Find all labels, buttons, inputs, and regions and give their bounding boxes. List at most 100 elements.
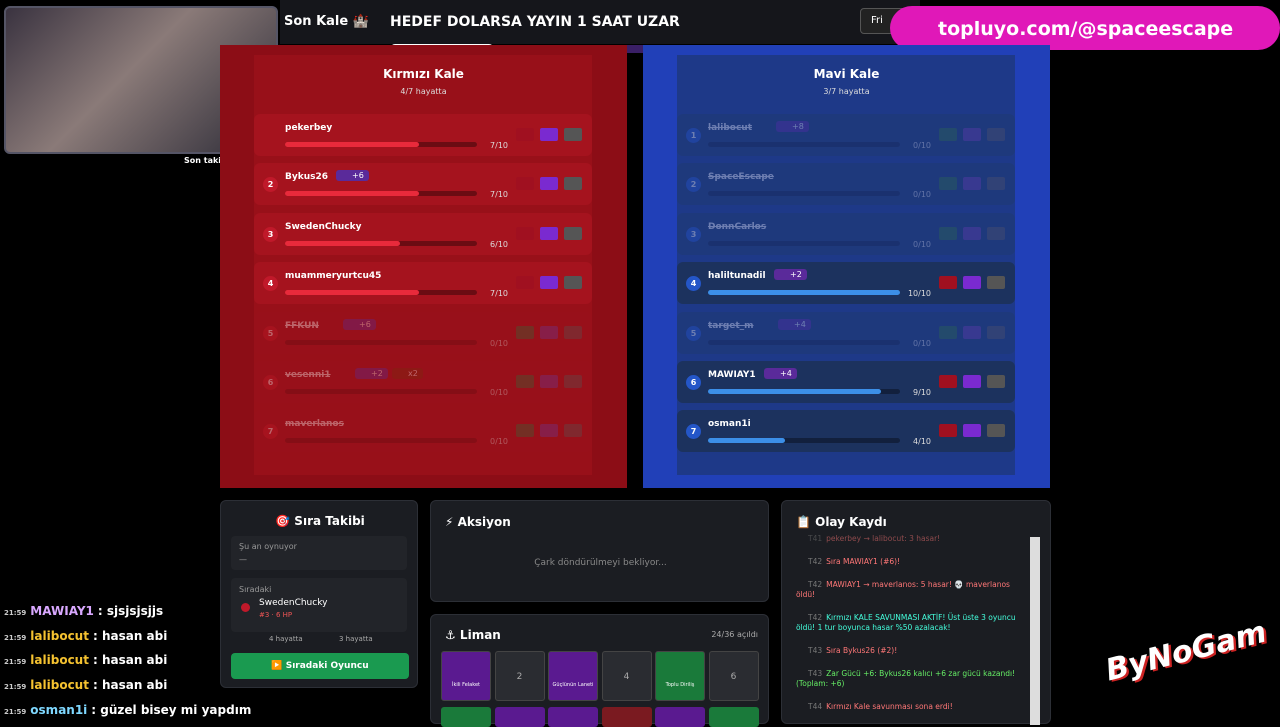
action-icon[interactable]: [963, 424, 981, 438]
action-icon[interactable]: [987, 226, 1005, 240]
panel-title: ⚓ Liman: [445, 628, 501, 642]
chat-line: 21:59 lalibocut: hasan abi: [4, 649, 167, 668]
next-button[interactable]: ▶️ Sıradaki Oyuncu: [231, 653, 409, 679]
chat-time: 21:59: [4, 707, 27, 716]
log-text: Kırmızı KALE SAVUNMASI AKTİF! Üst üste 3…: [796, 613, 1016, 632]
action-icon[interactable]: [939, 276, 957, 290]
hp-track: [708, 438, 900, 444]
action-icon[interactable]: [516, 128, 534, 141]
action-icon[interactable]: [963, 226, 981, 240]
player-name: FFKUN: [285, 320, 319, 331]
harbor-cell-row2[interactable]: [441, 707, 491, 727]
action-icon[interactable]: [540, 424, 558, 438]
chat-time: 21:59: [4, 658, 27, 667]
action-icon[interactable]: [987, 325, 1005, 339]
player-name: SwedenChucky: [285, 221, 362, 232]
hp-bar: [708, 389, 881, 394]
logo: ByNoGam: [1102, 614, 1271, 689]
harbor-cell-row2[interactable]: [601, 707, 652, 727]
hp-track: [285, 389, 477, 394]
action-icon[interactable]: [516, 325, 534, 339]
action-icon[interactable]: [564, 325, 582, 339]
player-row: 4 haliltunadil +2 10/10: [677, 262, 1015, 305]
action-icon[interactable]: [963, 177, 981, 191]
action-status: Çark döndürülmeyi bekliyor...: [534, 558, 667, 568]
action-icon[interactable]: [564, 128, 582, 141]
action-icon[interactable]: [516, 177, 534, 191]
harbor-cell[interactable]: Güçlünün Laneti: [548, 651, 598, 701]
log-entry: T43 Zar Gücü +6: Bykus26 kalıcı +6 zar gü…: [796, 669, 1024, 689]
promo[interactable]: topluyo.com/@spaceescape: [890, 6, 1280, 50]
harbor-cell-row2[interactable]: [494, 707, 545, 727]
log-turn: T42: [808, 557, 823, 566]
action-icon[interactable]: [540, 226, 558, 240]
log-text: Zar Gücü +6: Bykus26 kalıcı +6 zar gücü …: [796, 669, 1016, 688]
action-icon[interactable]: [939, 177, 957, 191]
hp-track: [285, 339, 477, 345]
action-icon[interactable]: [516, 424, 534, 438]
action-icon[interactable]: [987, 128, 1005, 141]
badge: +2: [355, 368, 388, 379]
chat-text: : hasan abi: [92, 653, 168, 668]
action-icon[interactable]: [564, 226, 582, 240]
chat-text: : hasan abi: [92, 628, 168, 643]
log-text: pekerbey → lalibocut: 3 hasar!: [826, 534, 941, 543]
action-icon[interactable]: [987, 424, 1005, 438]
action-icon[interactable]: [540, 375, 558, 388]
action-icon[interactable]: [540, 325, 558, 339]
action-icon[interactable]: [939, 226, 957, 240]
action-icon[interactable]: [963, 276, 981, 290]
harbor-cell-row2[interactable]: [708, 707, 759, 727]
action-icon[interactable]: [939, 375, 957, 388]
badge: +6: [343, 318, 376, 330]
action-icon[interactable]: [540, 128, 558, 141]
action-icon[interactable]: [939, 325, 957, 339]
harbor-cell[interactable]: İkili Felaket: [441, 651, 491, 701]
chat-line: 21:59 lalibocut: hasan abi: [4, 674, 167, 693]
action-icon[interactable]: [564, 375, 582, 388]
chat-user: lalibocut: [30, 628, 89, 643]
log-text: Sıra MAWIAY1 (#6)!: [826, 557, 901, 566]
harbor-cell[interactable]: 6: [708, 651, 759, 701]
player-number: 7: [686, 424, 701, 440]
action-icon[interactable]: [963, 375, 981, 388]
log-text: Kırmızı Kale savunması sona erdi!: [826, 702, 953, 711]
player-name: vesenni1: [285, 370, 331, 380]
action-icon[interactable]: [987, 276, 1005, 290]
action-icon[interactable]: [540, 177, 558, 191]
badge: x2: [392, 368, 423, 379]
action-icon[interactable]: [987, 177, 1005, 191]
team-alive: 4/7 hayatta: [400, 87, 447, 96]
badge: +4: [778, 318, 811, 330]
action-icon[interactable]: [564, 177, 582, 191]
harbor-panel: ⚓ Liman 24/36 açıldı İkili Felaket 2 Güçlünü…: [430, 614, 769, 727]
action-icon[interactable]: [516, 276, 534, 290]
chat-text: : hasan abi: [92, 678, 168, 693]
hp-track: [285, 438, 477, 444]
player-row: 6 MAWIAY1 +4 9/10: [677, 361, 1015, 403]
chat-user: MAWIAY1: [30, 604, 94, 618]
harbor-progress: 24/36 açıldı: [711, 630, 758, 639]
action-icon[interactable]: [564, 424, 582, 438]
action-icon[interactable]: [540, 276, 558, 290]
action-icon[interactable]: [516, 375, 534, 388]
action-icon[interactable]: [963, 128, 981, 141]
action-icon[interactable]: [939, 128, 957, 141]
action-icon[interactable]: [963, 325, 981, 339]
harbor-cell-row2[interactable]: [548, 707, 598, 727]
harbor-cell[interactable]: Toplu Diriliş: [655, 651, 705, 701]
hp-label: 0/10: [913, 190, 931, 200]
harbor-cell-row2[interactable]: [655, 707, 705, 727]
hp-label: 0/10: [913, 141, 931, 150]
action-icon[interactable]: [987, 375, 1005, 388]
log-entry: T44 Kırmızı Kale savunması sona erdi!: [796, 702, 1024, 712]
harbor-cell[interactable]: 4: [601, 651, 652, 701]
action-icon[interactable]: [939, 424, 957, 438]
player-row: 5 FFKUN +6 0/10: [254, 311, 592, 354]
harbor-cell[interactable]: 2: [494, 651, 545, 701]
action-icon[interactable]: [516, 226, 534, 240]
player-number: 2: [686, 177, 701, 193]
panel-title: ⚡ Aksiyon: [445, 515, 511, 529]
action-icon[interactable]: [564, 276, 582, 290]
player-name: haliltunadil: [708, 271, 766, 282]
